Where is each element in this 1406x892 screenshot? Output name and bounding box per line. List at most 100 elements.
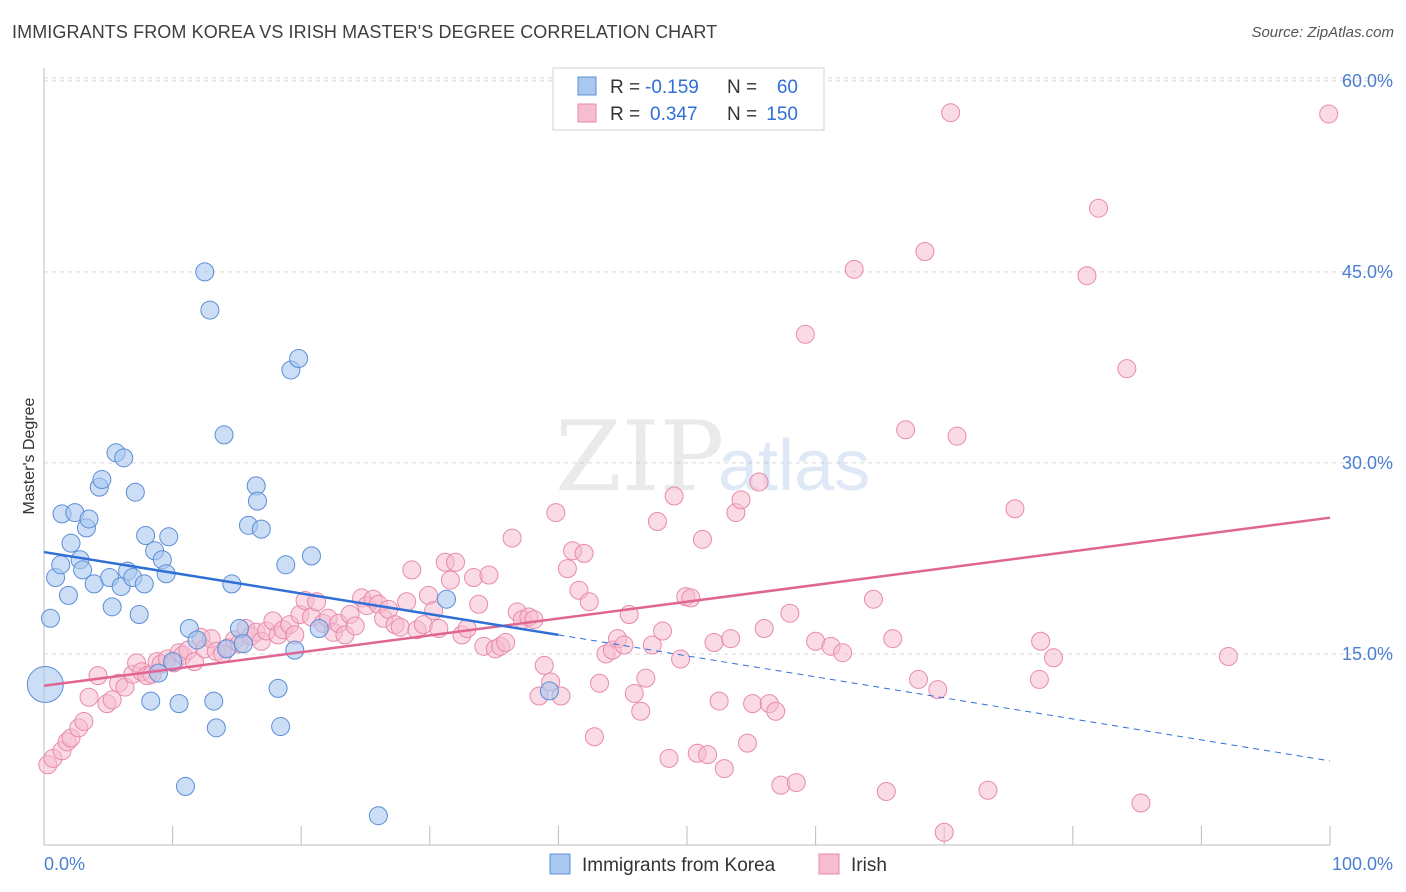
irish-point bbox=[681, 588, 701, 608]
legend-n-label-irish: N = bbox=[727, 104, 757, 125]
legend-n-value-korea: 60 bbox=[777, 77, 798, 98]
irish-point bbox=[908, 669, 928, 689]
irish-point bbox=[737, 733, 757, 753]
korea-point bbox=[285, 640, 305, 660]
irish-point bbox=[590, 673, 610, 693]
korea-point bbox=[136, 526, 156, 546]
irish-point bbox=[698, 745, 718, 765]
irish-point bbox=[671, 649, 691, 669]
korea-point bbox=[40, 608, 60, 628]
irish-point bbox=[915, 242, 935, 262]
irish-point bbox=[749, 472, 769, 492]
irish-point bbox=[1117, 359, 1137, 379]
irish-point bbox=[1218, 647, 1238, 667]
korea-point bbox=[58, 585, 78, 605]
irish-point bbox=[469, 594, 489, 614]
bottom-legend-swatch-korea bbox=[549, 853, 571, 875]
chart-title: IMMIGRANTS FROM KOREA VS IRISH MASTER'S … bbox=[12, 22, 718, 42]
irish-point bbox=[534, 655, 554, 675]
irish-point bbox=[579, 592, 599, 612]
x-tick-label-max: 100.0% bbox=[1332, 854, 1393, 874]
legend-r-label-korea: R = bbox=[610, 77, 640, 98]
korea-point bbox=[92, 469, 112, 489]
korea-point bbox=[125, 482, 145, 502]
korea-point bbox=[163, 652, 183, 672]
korea-point bbox=[159, 527, 179, 547]
y-tick-label: 30.0% bbox=[1342, 453, 1393, 473]
korea-point bbox=[268, 678, 288, 698]
korea-point bbox=[102, 597, 122, 617]
irish-point bbox=[766, 701, 786, 721]
irish-point bbox=[844, 259, 864, 279]
irish-point bbox=[780, 603, 800, 623]
y-axis-label: Master's Degree bbox=[21, 397, 38, 514]
korea-point bbox=[206, 718, 226, 738]
irish-point bbox=[653, 621, 673, 641]
irish-point bbox=[614, 635, 634, 655]
irish-point bbox=[664, 486, 684, 506]
trend-lines bbox=[43, 516, 1331, 762]
irish-trend-line bbox=[43, 516, 1331, 688]
korea-point bbox=[195, 262, 215, 282]
legend: R = -0.159 N = 60 R = 0.347 N = 150 bbox=[552, 67, 825, 131]
irish-point bbox=[1044, 648, 1064, 668]
korea-point bbox=[271, 717, 291, 737]
irish-point bbox=[440, 570, 460, 590]
irish-point bbox=[1005, 499, 1025, 519]
legend-r-value-korea: -0.159 bbox=[645, 77, 699, 98]
irish-point bbox=[88, 666, 108, 686]
korea-point bbox=[368, 806, 388, 826]
irish-point bbox=[479, 565, 499, 585]
korea-point bbox=[169, 694, 189, 714]
y-tick-label: 45.0% bbox=[1342, 262, 1393, 282]
korea-point bbox=[309, 618, 329, 638]
legend-swatch-irish bbox=[577, 103, 597, 123]
korea-point bbox=[141, 691, 161, 711]
irish-point bbox=[74, 711, 94, 731]
irish-point bbox=[1031, 631, 1051, 651]
bottom-legend-korea: Immigrants from Korea bbox=[582, 855, 776, 876]
korea-point bbox=[187, 630, 207, 650]
irish-point bbox=[833, 643, 853, 663]
irish-point bbox=[636, 668, 656, 688]
irish-point bbox=[947, 426, 967, 446]
x-tick-label-min: 0.0% bbox=[44, 854, 85, 874]
irish-point bbox=[574, 543, 594, 563]
korea-point bbox=[114, 448, 134, 468]
korea-point bbox=[217, 639, 237, 659]
irish-point bbox=[557, 559, 577, 579]
korea-point bbox=[539, 681, 559, 701]
irish-point bbox=[1089, 198, 1109, 218]
irish-point bbox=[743, 694, 763, 714]
irish-point bbox=[1077, 266, 1097, 286]
korea-point bbox=[134, 574, 154, 594]
irish-point bbox=[1319, 104, 1339, 124]
irish-point bbox=[731, 490, 751, 510]
y-tick-label: 15.0% bbox=[1342, 644, 1393, 664]
irish-point bbox=[79, 687, 99, 707]
irish-point bbox=[721, 629, 741, 649]
irish-point bbox=[863, 589, 883, 609]
korea-point bbox=[214, 425, 234, 445]
irish-point bbox=[390, 617, 410, 637]
watermark: ZIP atlas bbox=[555, 401, 870, 513]
korea-point bbox=[251, 519, 271, 539]
korea-point bbox=[289, 348, 309, 368]
irish-point bbox=[786, 773, 806, 793]
korea-point bbox=[276, 555, 296, 575]
irish-point bbox=[502, 528, 522, 548]
irish-point bbox=[876, 782, 896, 802]
legend-n-value-irish: 150 bbox=[766, 104, 798, 125]
irish-point bbox=[647, 512, 667, 532]
irish-point bbox=[402, 560, 422, 580]
irish-point bbox=[709, 691, 729, 711]
irish-point bbox=[928, 680, 948, 700]
irish-point bbox=[624, 683, 644, 703]
korea-point bbox=[129, 604, 149, 624]
irish-point bbox=[345, 616, 365, 636]
korea-series bbox=[26, 262, 559, 826]
irish-point bbox=[714, 759, 734, 779]
irish-point bbox=[941, 103, 961, 123]
korea-point bbox=[51, 555, 71, 575]
